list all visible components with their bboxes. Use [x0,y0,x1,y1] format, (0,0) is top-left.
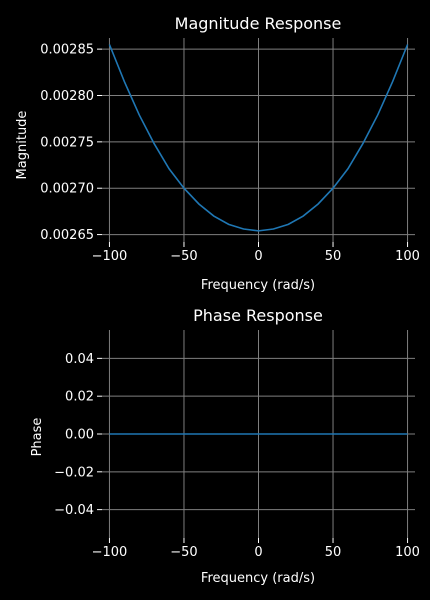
phase-y-tick-label: −0.02 [54,465,94,480]
magnitude-series [108,44,409,232]
magnitude-grid [102,38,415,242]
phase-ticks: −100 −50 0 50 100 −0.04 −0.02 0.00 0.02 0.04 [54,352,420,560]
phase-x-axis-label: Frequency (rad/s) [201,571,315,586]
phase-x-tick-label: 50 [325,545,342,560]
magnitude-x-tick-label: 100 [395,249,420,264]
magnitude-y-tick-label: 0.00285 [40,43,94,58]
phase-x-tick-label: −100 [92,545,128,560]
magnitude-x-tick-label: −100 [92,249,128,264]
phase-y-axis-label: Phase [30,418,45,457]
magnitude-x-tick-label: 50 [325,249,342,264]
phase-title: Phase Response [193,306,323,325]
magnitude-title: Magnitude Response [175,14,342,33]
magnitude-series-line [108,44,409,232]
magnitude-y-tick-label: 0.00270 [40,182,94,197]
phase-y-tick-label: 0.00 [65,428,94,443]
phase-y-tick-label: 0.04 [65,352,94,367]
phase-plot: −100 −50 0 50 100 −0.04 −0.02 0.00 0.02 0.04 Phas… [30,306,420,586]
magnitude-x-tick-label: 0 [254,249,262,264]
magnitude-y-axis-label: Magnitude [15,111,30,180]
magnitude-x-tick-label: −50 [170,249,197,264]
phase-x-tick-label: 0 [254,545,262,560]
phase-y-tick-label: −0.04 [54,503,94,518]
phase-x-tick-label: 100 [395,545,420,560]
magnitude-y-tick-label: 0.00280 [40,89,94,104]
magnitude-plot: −100 −50 0 50 100 0.00265 0.00270 0.00275 0.0028… [15,14,420,293]
phase-x-tick-label: −50 [170,545,197,560]
magnitude-x-axis-label: Frequency (rad/s) [201,278,315,293]
phase-y-tick-label: 0.02 [65,390,94,405]
magnitude-y-tick-label: 0.00275 [40,135,94,150]
magnitude-ticks: −100 −50 0 50 100 0.00265 0.00270 0.00275 0.0028… [40,43,420,264]
magnitude-y-tick-label: 0.00265 [40,228,94,243]
